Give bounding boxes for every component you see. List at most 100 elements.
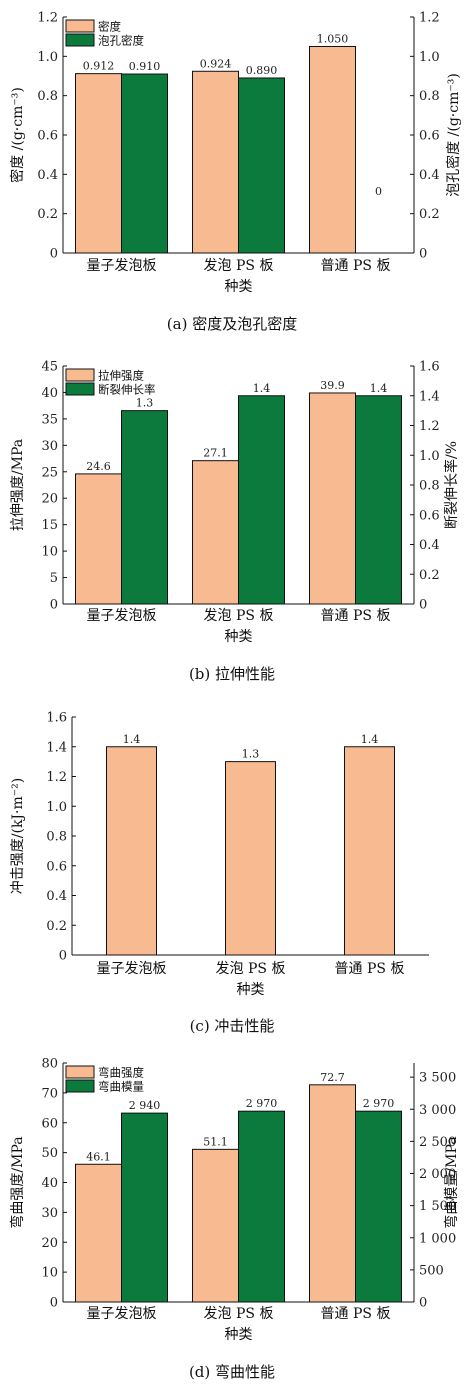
legend-swatch [65, 1065, 95, 1079]
data-label: 1.3 [136, 397, 154, 410]
bar [192, 1148, 239, 1303]
y-tick-label: 1.0 [37, 50, 58, 65]
data-label: 72.7 [320, 1071, 345, 1084]
y-right-tick-label: 1.2 [419, 419, 440, 434]
figure-caption: (a) 密度及泡孔密度 [167, 315, 297, 333]
chart-panel-b: 0 5 10 15 20 25 30 35 40 45 0 0.2 0.4 0.6 0.8 1.0 1.2 1.4… [10, 360, 460, 684]
y-axis-label: 弯曲强度/MPa [9, 1136, 26, 1228]
y-axis-label: 密度 /(g·cm⁻³) [9, 87, 26, 183]
y-tick-label: 35 [41, 412, 58, 427]
bar [225, 761, 276, 956]
y-axis-label: 冲击强度/(kJ·m⁻²) [10, 778, 26, 894]
legend-label: 弯曲模量 [98, 1080, 144, 1094]
bar [75, 1163, 122, 1303]
y-tick-label: 10 [41, 545, 58, 560]
y-tick-label: 15 [41, 518, 58, 533]
data-label: 24.6 [86, 460, 111, 473]
bar [75, 473, 122, 605]
figure-caption: (c) 冲击性能 [190, 1017, 275, 1035]
y-right-tick-label: 0 [419, 1296, 427, 1311]
y-tick-label: 1.4 [46, 740, 67, 755]
data-label: 1.4 [253, 382, 271, 395]
data-label: 0 [375, 185, 382, 198]
chart-panel-d: 0 10 20 30 40 50 60 70 80 0 500 1 000 1 500 2 000 2 50… [9, 1057, 460, 1382]
legend-label: 泡孔密度 [98, 34, 144, 48]
y-right-tick-label: 2 500 [419, 1135, 456, 1150]
y-tick-label: 0.4 [46, 889, 67, 904]
y-tick-label: 0.6 [46, 859, 67, 874]
category-label: 普通 PS 板 [321, 258, 391, 274]
data-label: 1.4 [123, 733, 141, 746]
y-right-tick-label: 1 500 [419, 1199, 456, 1214]
y-right-tick-label: 1 000 [419, 1231, 456, 1246]
category-label: 量子发泡板 [87, 1306, 157, 1322]
y-tick-label: 5 [50, 571, 58, 586]
category-label: 发泡 PS 板 [216, 961, 286, 977]
x-axis-label: 种类 [237, 982, 265, 998]
y-tick-label: 50 [41, 1146, 58, 1161]
data-label: 2 970 [246, 1097, 278, 1110]
bar [355, 395, 402, 605]
category-label: 发泡 PS 板 [204, 258, 274, 274]
bar [309, 392, 356, 605]
bar [75, 73, 122, 254]
chart-panel-c: 0 0.2 0.4 0.6 0.8 1.0 1.2 1.4 1.6 1.4 量子发泡板 1.3 发泡 P… [10, 711, 429, 1035]
y-right-tick-label: 3 000 [419, 1103, 456, 1118]
y-tick-label: 40 [41, 386, 58, 401]
y-axis-label: 拉伸强度/MPa [10, 439, 26, 531]
bar [309, 46, 356, 254]
y-right-tick-label: 0.2 [419, 568, 440, 583]
bar [238, 77, 285, 254]
legend-label: 密度 [98, 20, 121, 34]
data-label: 0.924 [200, 57, 232, 70]
y-right-tick-label: 500 [419, 1263, 444, 1278]
legend-swatch [65, 1079, 95, 1093]
y-tick-label: 0.4 [37, 168, 58, 183]
y-right-tick-label: 0.4 [419, 538, 440, 553]
y-right-tick-label: 1.4 [419, 389, 440, 404]
y-tick-label: 0.6 [37, 129, 58, 144]
legend-label: 拉伸强度 [98, 369, 144, 383]
y-tick-label: 70 [41, 1086, 58, 1101]
x-axis-label: 种类 [225, 279, 253, 295]
x-axis-label: 种类 [225, 629, 253, 645]
y-tick-label: 10 [41, 1266, 58, 1281]
y-axis-label-right: 泡孔密度 /(g·cm⁻³) [445, 73, 462, 197]
figure-caption: (b) 拉伸性能 [189, 665, 275, 683]
y-right-tick-label: 3 500 [419, 1071, 456, 1086]
category-label: 量子发泡板 [87, 258, 157, 274]
data-label: 39.9 [320, 379, 345, 392]
category-label: 量子发泡板 [97, 961, 167, 977]
data-label: 1.4 [361, 733, 379, 746]
y-right-tick-label: 1.0 [419, 50, 440, 65]
bar [192, 70, 239, 254]
y-tick-label: 0 [50, 1296, 58, 1311]
legend-swatch [65, 382, 95, 396]
y-right-tick-label: 0 [419, 247, 427, 262]
y-tick-label: 0 [59, 949, 67, 964]
bar [192, 460, 239, 605]
y-tick-label: 1.2 [37, 11, 58, 26]
bar [309, 1084, 356, 1303]
figure-caption: (d) 弯曲性能 [189, 1363, 275, 1381]
legend-label: 断裂伸长率 [98, 383, 156, 397]
y-right-tick-label: 0.4 [419, 168, 440, 183]
data-label: 1.3 [242, 748, 260, 761]
category-label: 普通 PS 板 [321, 608, 391, 624]
y-tick-label: 0 [50, 247, 58, 262]
bar [344, 746, 395, 956]
data-label: 2 970 [363, 1097, 395, 1110]
legend-label: 弯曲强度 [98, 1066, 144, 1080]
bar [121, 1112, 168, 1303]
x-axis-label: 种类 [225, 1327, 253, 1343]
y-axis-label-right: 弯曲模量/MPa [443, 1136, 460, 1228]
y-right-tick-label: 2 000 [419, 1167, 456, 1182]
bar [355, 1110, 402, 1303]
y-right-tick-label: 0.2 [419, 207, 440, 222]
y-tick-label: 1.0 [46, 800, 67, 815]
y-axis-label-right: 断裂伸长率/% [443, 441, 460, 529]
y-right-tick-label: 0.8 [419, 89, 440, 104]
bar [121, 73, 168, 254]
y-tick-label: 1.2 [46, 770, 67, 785]
data-label: 46.1 [86, 1150, 111, 1163]
